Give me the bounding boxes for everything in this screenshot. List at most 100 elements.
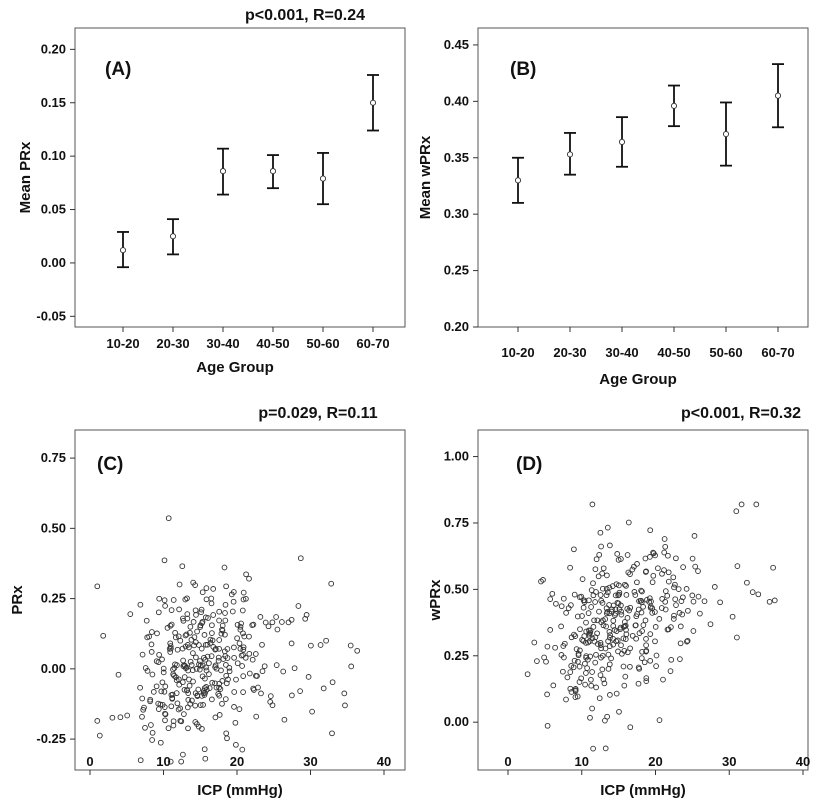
- scatter-point: [155, 609, 162, 616]
- scatter-point: [155, 706, 162, 712]
- scatter-point: [202, 755, 209, 762]
- scatter-point: [541, 654, 547, 661]
- scatter-point: [547, 627, 554, 633]
- scatter-point: [150, 689, 157, 695]
- scatter-point: [675, 586, 682, 592]
- scatter-point: [309, 708, 315, 715]
- scatter-point: [341, 690, 348, 697]
- scatter-point: [142, 724, 148, 731]
- scatter-point: [232, 719, 239, 726]
- scatter-point: [226, 668, 233, 675]
- scatter-point: [223, 583, 229, 590]
- scatter-point: [342, 702, 348, 709]
- scatter-point: [209, 696, 215, 703]
- scatter-point: [186, 676, 192, 683]
- scatter-point: [240, 673, 247, 679]
- scatter-point: [615, 592, 622, 599]
- scatter-point: [580, 638, 587, 644]
- scatter-point: [650, 572, 657, 579]
- scatter-point: [198, 609, 204, 616]
- scatter-point: [230, 598, 237, 605]
- scatter-point: [192, 607, 199, 614]
- scatter-point: [637, 597, 644, 604]
- scatter-point: [170, 722, 177, 729]
- scatter-point: [243, 571, 249, 578]
- scatter-point: [627, 663, 633, 670]
- scatter-point: [149, 671, 156, 678]
- scatter-point: [588, 676, 594, 683]
- scatter-point: [643, 678, 650, 684]
- scatter-point: [137, 757, 144, 764]
- x-tick-label: 0: [504, 754, 511, 769]
- scatter-point: [582, 660, 588, 667]
- scatter-point: [671, 612, 677, 619]
- scatter-point: [633, 613, 640, 620]
- scatter-point: [174, 646, 181, 653]
- scatter-point: [181, 674, 188, 680]
- mean-point: [566, 151, 574, 158]
- scatter-point: [233, 676, 239, 683]
- scatter-point: [182, 632, 189, 639]
- scatter-point: [697, 610, 703, 617]
- scatter-point: [197, 624, 204, 630]
- scatter-point: [231, 704, 237, 710]
- scatter-point: [547, 596, 554, 602]
- scatter-point: [223, 730, 230, 737]
- scatter-point: [231, 644, 237, 651]
- scatter-point: [217, 686, 224, 692]
- scatter-point: [218, 630, 225, 637]
- scatter-point: [191, 634, 198, 640]
- scatter-point: [216, 617, 222, 624]
- scatter-point: [549, 590, 556, 597]
- scatter-point: [161, 597, 168, 604]
- y-tick-label: 0.00: [444, 714, 469, 729]
- scatter-point: [593, 556, 600, 563]
- scatter-point: [184, 611, 191, 617]
- scatter-point: [222, 631, 228, 638]
- scatter-point: [255, 684, 261, 691]
- scatter-point: [610, 623, 617, 629]
- scatter-point: [640, 603, 646, 610]
- scatter-point: [647, 631, 654, 637]
- scatter-point: [680, 594, 686, 601]
- mean-point: [119, 247, 127, 254]
- scatter-point: [610, 641, 617, 648]
- scatter-point: [677, 623, 684, 630]
- scatter-point: [240, 644, 247, 651]
- scatter-point: [196, 661, 202, 668]
- scatter-point: [592, 599, 598, 605]
- stat-annotation: p=0.029, R=0.11: [258, 405, 377, 422]
- scatter-point: [265, 623, 272, 630]
- scatter-point: [629, 566, 636, 573]
- scatter-point: [154, 630, 160, 637]
- scatter-point: [672, 596, 679, 603]
- scatter-point: [238, 652, 245, 659]
- scatter-point: [215, 654, 222, 661]
- scatter-point: [690, 628, 697, 634]
- scatter-point: [634, 579, 640, 586]
- scatter-point: [633, 635, 639, 642]
- scatter-point: [550, 682, 557, 689]
- scatter-point: [148, 722, 154, 728]
- scatter-point: [609, 583, 616, 589]
- scatter-point: [606, 643, 613, 650]
- scatter-point: [237, 623, 244, 630]
- scatter-point: [600, 565, 607, 572]
- scatter-point: [642, 555, 649, 562]
- y-tick-label: 0.25: [41, 591, 66, 606]
- scatter-point: [137, 601, 144, 608]
- scatter-point: [602, 745, 609, 752]
- scatter-point: [624, 605, 631, 612]
- scatter-point: [167, 649, 174, 655]
- scatter-point: [100, 632, 107, 639]
- scatter-point: [662, 588, 669, 594]
- x-tick-label: 30-40: [206, 336, 239, 351]
- scatter-point: [200, 702, 206, 708]
- scatter-point: [199, 673, 206, 680]
- scatter-point: [206, 660, 212, 667]
- scatter-point: [224, 735, 230, 742]
- scatter-point: [189, 697, 195, 704]
- scatter-point: [348, 663, 355, 670]
- scatter-point: [320, 685, 327, 692]
- scatter-point: [94, 583, 101, 590]
